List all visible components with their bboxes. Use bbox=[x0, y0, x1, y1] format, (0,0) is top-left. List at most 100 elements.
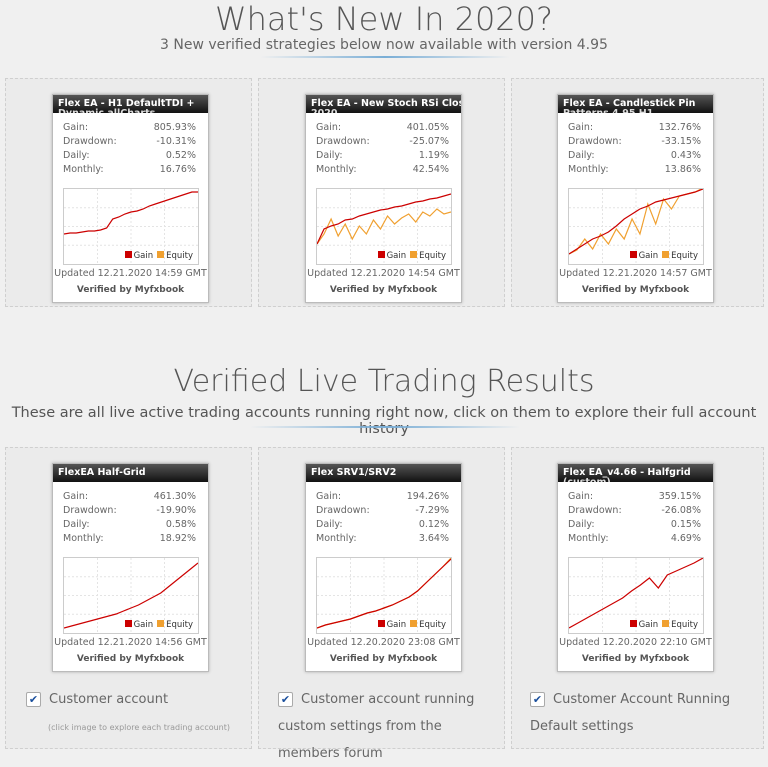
stat-value: 18.92% bbox=[159, 533, 196, 544]
checkbox-label: Customer Account Running Default setting… bbox=[530, 692, 731, 734]
legend-gain-swatch bbox=[629, 620, 637, 627]
stat-value: 1.19% bbox=[418, 150, 449, 161]
divider bbox=[250, 426, 520, 428]
stat-daily: Daily: 0.52% bbox=[63, 150, 196, 161]
stat-value: -25.07% bbox=[409, 136, 449, 147]
chart-svg bbox=[568, 187, 704, 264]
legend-equity-swatch bbox=[410, 251, 418, 258]
equity-chart: Gain Equity bbox=[63, 188, 199, 265]
divider bbox=[260, 56, 510, 58]
legend-gain-swatch bbox=[124, 620, 132, 627]
chart-legend: Gain Equity bbox=[377, 251, 446, 261]
legend-equity-swatch bbox=[157, 251, 165, 258]
verified-by: Verified by Myfxbook bbox=[329, 654, 438, 664]
stat-value: 132.76% bbox=[658, 122, 701, 133]
click-hint: (click image to explore each trading acc… bbox=[48, 723, 231, 732]
stat-daily: Daily: 0.12% bbox=[316, 519, 449, 530]
stat-value: 3.64% bbox=[418, 533, 449, 544]
checkbox-checked-icon: ✔ bbox=[278, 692, 293, 707]
stat-daily: Daily: 0.58% bbox=[63, 519, 196, 530]
stat-value: 194.26% bbox=[406, 491, 449, 502]
stat-value: -19.90% bbox=[156, 505, 196, 516]
stat-value: 0.58% bbox=[165, 519, 196, 530]
updated-timestamp: Updated 12.21.2020 14:56 GMT bbox=[54, 637, 207, 648]
stat-daily: Daily: 0.43% bbox=[568, 150, 701, 161]
stat-value: 42.54% bbox=[412, 164, 449, 175]
widget-title: Flex EA - Candlestick PinPatterns 4.95 H… bbox=[558, 95, 713, 113]
stat-drawdown: Drawdown: -19.90% bbox=[63, 505, 196, 516]
stat-monthly: Monthly: 4.69% bbox=[568, 533, 701, 544]
verified-by: Verified by Myfxbook bbox=[76, 654, 185, 664]
checkbox-label: Customer account running custom settings… bbox=[278, 692, 475, 761]
checkbox-item: ✔ Customer account bbox=[26, 686, 168, 713]
checkbox-item: ✔ Customer account running custom setting… bbox=[278, 686, 498, 767]
checkbox-checked-icon: ✔ bbox=[26, 692, 41, 707]
widget-title: Flex SRV1/SRV2 bbox=[306, 464, 461, 482]
legend-gain-swatch bbox=[377, 620, 385, 627]
chart-legend: Gain Equity bbox=[377, 620, 446, 630]
widget-title: Flex EA - New Stoch RSi Close2020 bbox=[306, 95, 461, 113]
equity-chart: Gain Equity bbox=[316, 188, 452, 265]
stat-gain: Gain: 461.30% bbox=[63, 491, 196, 502]
equity-line bbox=[316, 208, 452, 245]
chart-svg bbox=[63, 189, 198, 264]
chart-legend: Gain Equity bbox=[629, 251, 698, 261]
stat-value: 401.05% bbox=[406, 122, 449, 133]
stat-drawdown: Drawdown: -25.07% bbox=[316, 136, 449, 147]
stat-monthly: Monthly: 13.86% bbox=[568, 164, 701, 175]
chart-legend: Gain Equity bbox=[629, 620, 698, 630]
verified-by: Verified by Myfxbook bbox=[581, 285, 690, 295]
myfxbook-widget[interactable]: Flex EA - New Stoch RSi Close2020 Gain:4… bbox=[305, 94, 462, 303]
gain-line bbox=[568, 188, 704, 255]
myfxbook-widget[interactable]: Flex SRV1/SRV2 Gain: 194.26% Drawdown: -7.2… bbox=[305, 463, 462, 672]
legend-equity-swatch bbox=[662, 620, 670, 627]
updated-timestamp: Updated 12.20.2020 23:08 GMT bbox=[307, 637, 460, 648]
stat-value: -33.15% bbox=[661, 136, 701, 147]
stat-daily: Daily: 0.15% bbox=[568, 519, 701, 530]
stat-drawdown: Drawdown: -26.08% bbox=[568, 505, 701, 516]
myfxbook-widget[interactable]: Flex EA - Candlestick PinPatterns 4.95 H… bbox=[557, 94, 714, 303]
stat-daily: Daily: 1.19% bbox=[316, 150, 449, 161]
gain-line bbox=[63, 191, 198, 235]
updated-timestamp: Updated 12.20.2020 22:10 GMT bbox=[559, 637, 712, 648]
stat-gain: Gain: 401.05% bbox=[316, 122, 449, 133]
gain-line bbox=[316, 193, 452, 245]
gain-line bbox=[63, 562, 199, 629]
myfxbook-widget[interactable]: Flex EA_v4.66 - Halfgrid(custom) Gain:35… bbox=[557, 463, 714, 672]
stat-value: 0.15% bbox=[670, 519, 701, 530]
section-subtitle-whats-new: 3 New verified strategies below now avai… bbox=[160, 37, 608, 53]
updated-timestamp: Updated 12.21.2020 14:57 GMT bbox=[559, 268, 712, 279]
verified-by: Verified by Myfxbook bbox=[76, 285, 185, 295]
chart-legend: Gain Equity bbox=[124, 251, 193, 261]
equity-chart: Gain Equity bbox=[316, 557, 452, 634]
equity-line bbox=[316, 557, 452, 629]
myfxbook-widget[interactable]: FlexEA Half-Grid Gain: 461.30% Drawdown: -1… bbox=[52, 463, 209, 672]
widget-title: FlexEA Half-Grid bbox=[53, 464, 208, 482]
stat-value: 359.15% bbox=[658, 491, 701, 502]
chart-svg bbox=[63, 558, 199, 633]
widget-title: Flex EA - H1 DefaultTDI +Dynamic allChar… bbox=[53, 95, 208, 113]
stat-value: 16.76% bbox=[159, 164, 196, 175]
myfxbook-widget[interactable]: Flex EA - H1 DefaultTDI +Dynamic allChar… bbox=[52, 94, 209, 303]
gain-line bbox=[568, 557, 704, 629]
legend-gain-swatch bbox=[124, 251, 132, 258]
stat-value: -7.29% bbox=[415, 505, 449, 516]
stat-value: 4.69% bbox=[670, 533, 701, 544]
stat-drawdown: Drawdown: -10.31% bbox=[63, 136, 196, 147]
stat-value: 13.86% bbox=[664, 164, 701, 175]
widget-title: Flex EA_v4.66 - Halfgrid(custom) bbox=[558, 464, 713, 482]
stat-gain: Gain: 132.76% bbox=[568, 122, 701, 133]
stat-value: -10.31% bbox=[156, 136, 196, 147]
section-subtitle-live-results: These are all live active trading accoun… bbox=[11, 405, 757, 437]
equity-chart: Gain Equity bbox=[568, 187, 704, 265]
stat-value: -26.08% bbox=[661, 505, 701, 516]
equity-chart: Gain Equity bbox=[63, 557, 199, 634]
stat-value: 0.52% bbox=[165, 150, 196, 161]
gain-line bbox=[316, 558, 452, 629]
verified-by: Verified by Myfxbook bbox=[329, 285, 438, 295]
verified-by: Verified by Myfxbook bbox=[581, 654, 690, 664]
stat-drawdown: Drawdown: -33.15% bbox=[568, 136, 701, 147]
stat-gain: Gain: 805.93% bbox=[63, 122, 196, 133]
stat-drawdown: Drawdown: -7.29% bbox=[316, 505, 449, 516]
stat-monthly: Monthly: 42.54% bbox=[316, 164, 449, 175]
